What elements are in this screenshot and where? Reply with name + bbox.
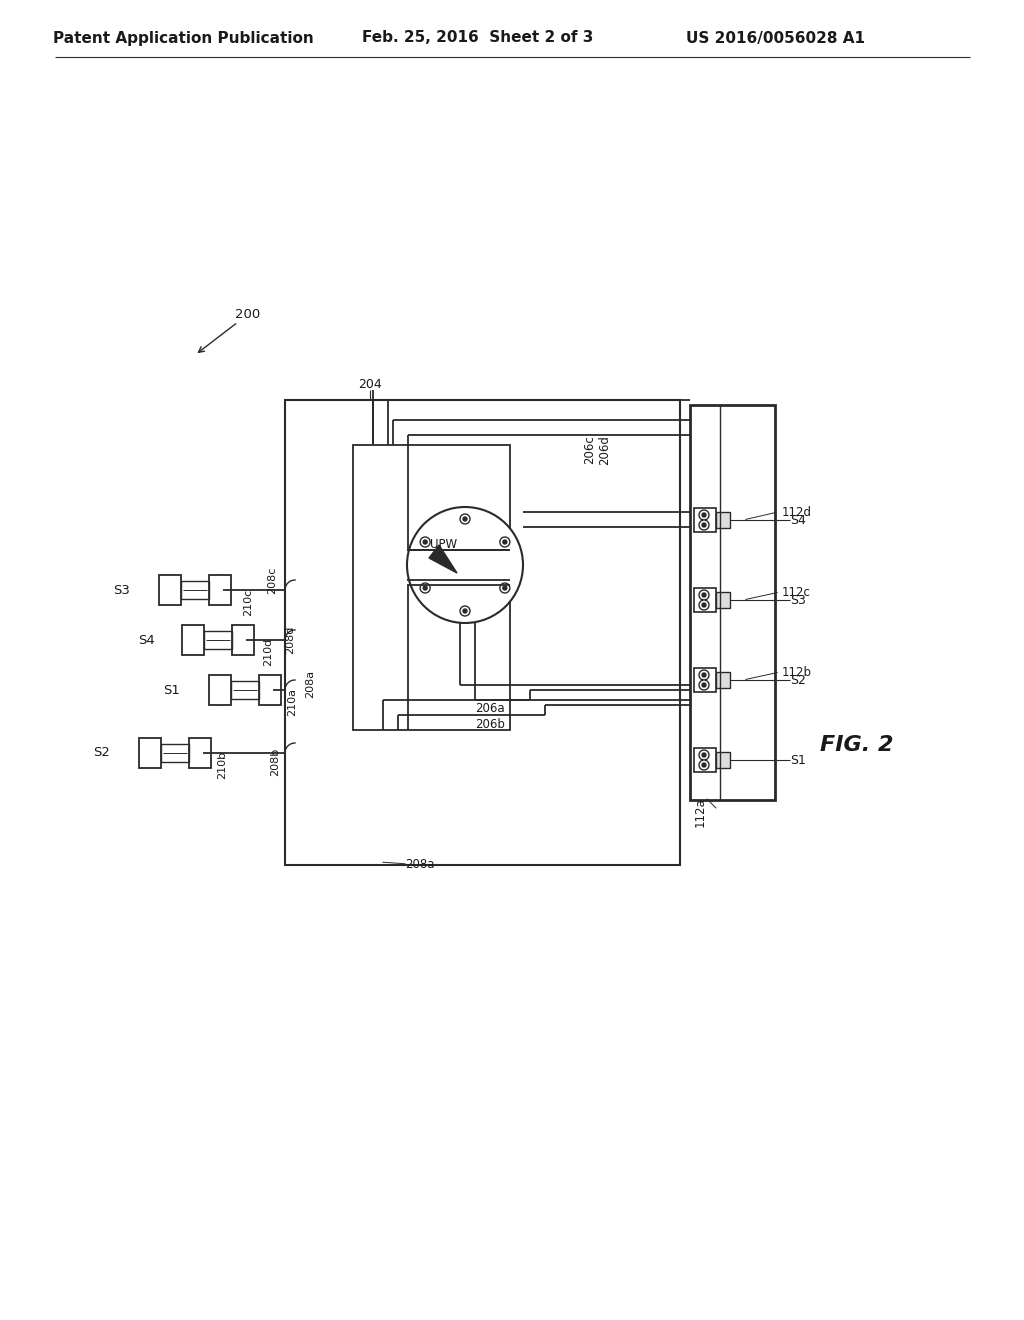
Bar [716, 752, 730, 768]
Text: 112a: 112a [693, 797, 707, 826]
Text: 206c: 206c [584, 436, 597, 465]
Circle shape [699, 601, 709, 610]
Circle shape [699, 760, 709, 770]
Bar [161, 744, 189, 762]
Bar [694, 748, 716, 772]
Text: 206d: 206d [598, 436, 611, 465]
Text: 208a: 208a [406, 858, 435, 870]
Text: S4: S4 [790, 513, 806, 527]
Text: 210b: 210b [217, 751, 227, 779]
Circle shape [503, 540, 507, 544]
Text: 200: 200 [236, 309, 261, 322]
Bar [716, 591, 730, 609]
Text: 206a: 206a [475, 701, 505, 714]
Text: 204: 204 [358, 379, 382, 392]
Circle shape [699, 510, 709, 520]
Circle shape [463, 517, 467, 521]
Bar [189, 738, 211, 768]
Circle shape [702, 593, 706, 597]
Text: 112c: 112c [782, 586, 811, 598]
Text: Patent Application Publication: Patent Application Publication [52, 30, 313, 45]
Circle shape [420, 583, 430, 593]
Bar [209, 675, 231, 705]
Text: 208c: 208c [267, 566, 278, 594]
Circle shape [699, 590, 709, 601]
Text: FIG. 2: FIG. 2 [820, 735, 894, 755]
Bar [694, 668, 716, 692]
Text: 206b: 206b [475, 718, 505, 730]
Circle shape [702, 752, 706, 756]
Bar [139, 738, 161, 768]
Bar [259, 675, 281, 705]
Circle shape [699, 750, 709, 760]
Circle shape [702, 513, 706, 517]
Circle shape [423, 586, 427, 590]
Bar [716, 512, 730, 528]
Bar [209, 576, 231, 605]
Bar [181, 581, 209, 599]
Text: 210d: 210d [263, 638, 273, 667]
Circle shape [500, 583, 510, 593]
Text: 210a: 210a [287, 688, 297, 715]
Circle shape [423, 540, 427, 544]
Circle shape [699, 520, 709, 531]
Circle shape [699, 671, 709, 680]
Circle shape [702, 673, 706, 677]
Bar [232, 624, 254, 655]
Circle shape [699, 680, 709, 690]
Circle shape [500, 537, 510, 546]
Circle shape [460, 606, 470, 616]
Text: 208a: 208a [305, 671, 315, 698]
Bar [694, 587, 716, 612]
Circle shape [460, 513, 470, 524]
Text: Feb. 25, 2016  Sheet 2 of 3: Feb. 25, 2016 Sheet 2 of 3 [362, 30, 594, 45]
Circle shape [702, 603, 706, 607]
Text: US 2016/0056028 A1: US 2016/0056028 A1 [685, 30, 864, 45]
Circle shape [702, 763, 706, 767]
Text: S3: S3 [790, 594, 806, 606]
Text: S2: S2 [790, 673, 806, 686]
Polygon shape [429, 545, 457, 573]
Text: UPW: UPW [430, 539, 457, 552]
Text: S1: S1 [163, 684, 180, 697]
Bar [690, 405, 775, 800]
Bar [231, 681, 259, 700]
Bar [716, 672, 730, 688]
Circle shape [702, 523, 706, 527]
Text: 208d: 208d [285, 626, 295, 655]
Text: 208b: 208b [270, 748, 280, 776]
Bar [182, 624, 204, 655]
Circle shape [503, 586, 507, 590]
Text: S2: S2 [93, 747, 110, 759]
Text: S1: S1 [790, 754, 806, 767]
Bar [353, 445, 510, 730]
Text: 112d: 112d [782, 506, 812, 519]
Bar [159, 576, 181, 605]
Circle shape [407, 507, 523, 623]
Text: 210c: 210c [243, 589, 253, 615]
Bar [204, 631, 232, 649]
Bar [285, 400, 680, 865]
Circle shape [420, 537, 430, 546]
Circle shape [702, 682, 706, 686]
Circle shape [463, 609, 467, 612]
Text: S4: S4 [138, 634, 155, 647]
Bar [694, 508, 716, 532]
Text: S3: S3 [113, 583, 130, 597]
Text: 112b: 112b [782, 665, 812, 678]
